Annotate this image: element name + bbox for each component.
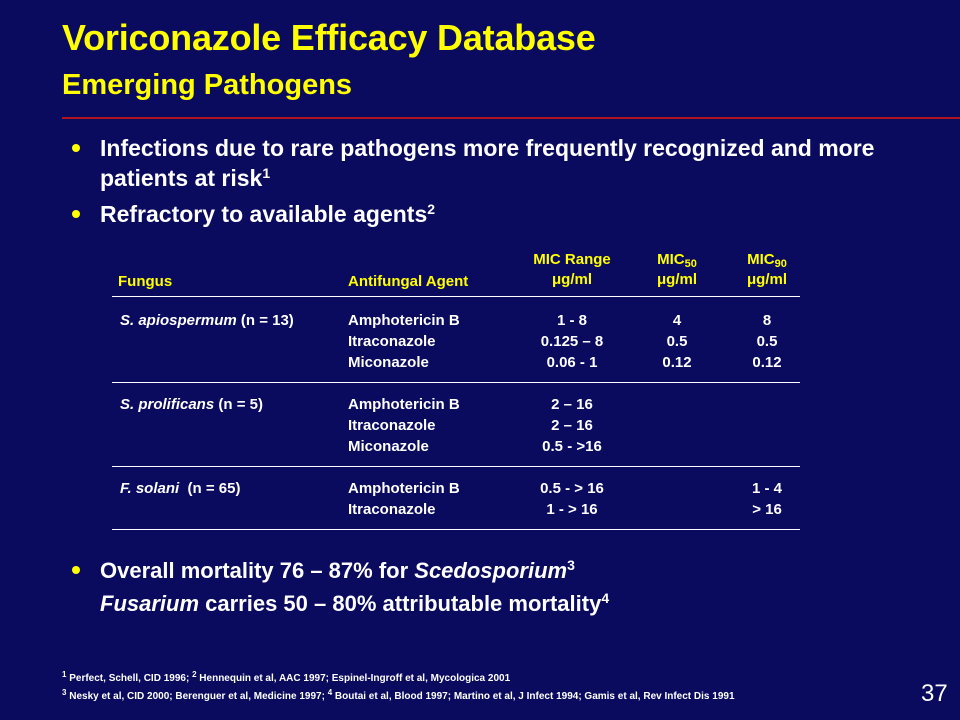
title-divider — [62, 117, 960, 119]
table-divider — [112, 466, 800, 467]
table-divider — [112, 296, 800, 297]
top-bullet-list: Infections due to rare pathogens more fr… — [62, 133, 922, 235]
footnote-ref: 2 — [427, 201, 436, 217]
header-mic90-sub: 90 — [774, 258, 787, 270]
header-mic-range-unit: μg/ml — [551, 271, 592, 288]
header-mic50-unit: μg/ml — [656, 271, 697, 288]
agent-cell: Amphotericin B — [348, 396, 460, 413]
mic90-cell: 0.5 — [756, 333, 778, 350]
bullet-continuation: Fusarium carries 50 – 80% attributable m… — [62, 587, 922, 620]
header-mic90-unit: μg/ml — [746, 271, 787, 288]
range-cell: 2 – 16 — [551, 396, 593, 413]
header-mic50-sub: 50 — [684, 258, 697, 270]
header-mic-range: MIC Range μg/ml — [502, 250, 642, 290]
range-cell: 0.5 - >16 — [542, 438, 602, 455]
table-group: F. solani (n = 65) Amphotericin B 0.5 - … — [112, 467, 800, 529]
bottom-bullet-list: Overall mortality 76 – 87% for Scedospor… — [62, 554, 922, 620]
bullet-italic-term: Scedosporium — [414, 558, 568, 583]
mic90-cell: > 16 — [752, 501, 782, 518]
header-mic50: MIC50 μg/ml — [622, 250, 732, 290]
table-row: Itraconazole 2 – 16 — [112, 415, 800, 436]
header-mic90: MIC90 μg/ml — [712, 250, 822, 290]
table-row: S. apiospermum (n = 13) Amphotericin B 1… — [112, 310, 800, 331]
organism-cell: S. apiospermum (n = 13) — [120, 312, 294, 329]
header-mic-range-label: MIC Range — [533, 251, 611, 268]
table-group: S. prolificans (n = 5) Amphotericin B 2 … — [112, 383, 800, 466]
table-row: Miconazole 0.06 - 1 0.12 0.12 — [112, 352, 800, 373]
range-cell: 0.5 - > 16 — [540, 480, 604, 497]
bullet-italic-term: Fusarium — [100, 591, 200, 616]
header-mic90-label: MIC — [747, 251, 775, 268]
slide-subtitle: Emerging Pathogens — [62, 69, 353, 101]
bullet-dot-icon — [72, 566, 80, 574]
agent-cell: Itraconazole — [348, 501, 436, 518]
agent-cell: Amphotericin B — [348, 312, 460, 329]
table-divider — [112, 529, 800, 530]
mic90-cell: 1 - 4 — [751, 480, 782, 497]
table-group: S. apiospermum (n = 13) Amphotericin B 1… — [112, 297, 800, 382]
bullet-item: Overall mortality 76 – 87% for Scedospor… — [62, 554, 922, 587]
table-row: F. solani (n = 65) Amphotericin B 0.5 - … — [112, 478, 800, 499]
agent-cell: Miconazole — [348, 354, 429, 371]
organism-cell: S. prolificans (n = 5) — [120, 396, 263, 413]
references: 1 Perfect, Schell, CID 1996; 2 Hennequin… — [62, 670, 735, 706]
mic-table: Fungus Antifungal Agent MIC Range μg/ml … — [112, 246, 800, 530]
table-row: Itraconazole 1 - > 16 > 16 — [112, 499, 800, 520]
agent-cell: Itraconazole — [348, 333, 436, 350]
bullet-text: Refractory to available agents — [100, 201, 428, 227]
table-header: Fungus Antifungal Agent MIC Range μg/ml … — [112, 246, 800, 296]
header-fungus: Fungus — [118, 273, 173, 290]
table-divider — [112, 382, 800, 383]
reference-line: 1 Perfect, Schell, CID 1996; 2 Hennequin… — [62, 670, 511, 685]
mic50-cell: 0.5 — [666, 333, 688, 350]
slide-title: Voriconazole Efficacy Database — [62, 17, 596, 58]
bullet-item: Refractory to available agents2 — [62, 199, 922, 229]
bullet-text: carries 50 – 80% attributable mortality — [199, 591, 602, 616]
mic50-cell: 4 — [672, 312, 682, 329]
header-agent: Antifungal Agent — [348, 273, 469, 290]
range-cell: 0.125 – 8 — [540, 333, 604, 350]
table-row: Miconazole 0.5 - >16 — [112, 436, 800, 457]
range-cell: 2 – 16 — [551, 417, 593, 434]
footnote-ref: 1 — [262, 165, 271, 181]
range-cell: 1 - > 16 — [546, 501, 598, 518]
bullet-text: Overall mortality 76 – 87% for — [100, 558, 415, 583]
page-number: 37 — [921, 680, 948, 707]
agent-cell: Miconazole — [348, 438, 429, 455]
reference-line: 3 Nesky et al, CID 2000; Berenguer et al… — [62, 688, 735, 703]
agent-cell: Amphotericin B — [348, 480, 460, 497]
footnote-ref: 4 — [601, 590, 610, 606]
bullet-dot-icon — [72, 144, 80, 152]
bullet-text: Infections due to rare pathogens more fr… — [100, 135, 875, 191]
mic90-cell: 8 — [762, 312, 772, 329]
bullet-dot-icon — [72, 210, 80, 218]
table-row: Itraconazole 0.125 – 8 0.5 0.5 — [112, 331, 800, 352]
mic90-cell: 0.12 — [752, 354, 782, 371]
footnote-ref: 3 — [567, 557, 575, 573]
table-row: S. prolificans (n = 5) Amphotericin B 2 … — [112, 394, 800, 415]
agent-cell: Itraconazole — [348, 417, 436, 434]
mic50-cell: 0.12 — [662, 354, 692, 371]
range-cell: 0.06 - 1 — [546, 354, 598, 371]
header-mic50-label: MIC — [657, 251, 685, 268]
bullet-item: Infections due to rare pathogens more fr… — [62, 133, 922, 193]
organism-cell: F. solani (n = 65) — [120, 480, 241, 497]
range-cell: 1 - 8 — [556, 312, 587, 329]
